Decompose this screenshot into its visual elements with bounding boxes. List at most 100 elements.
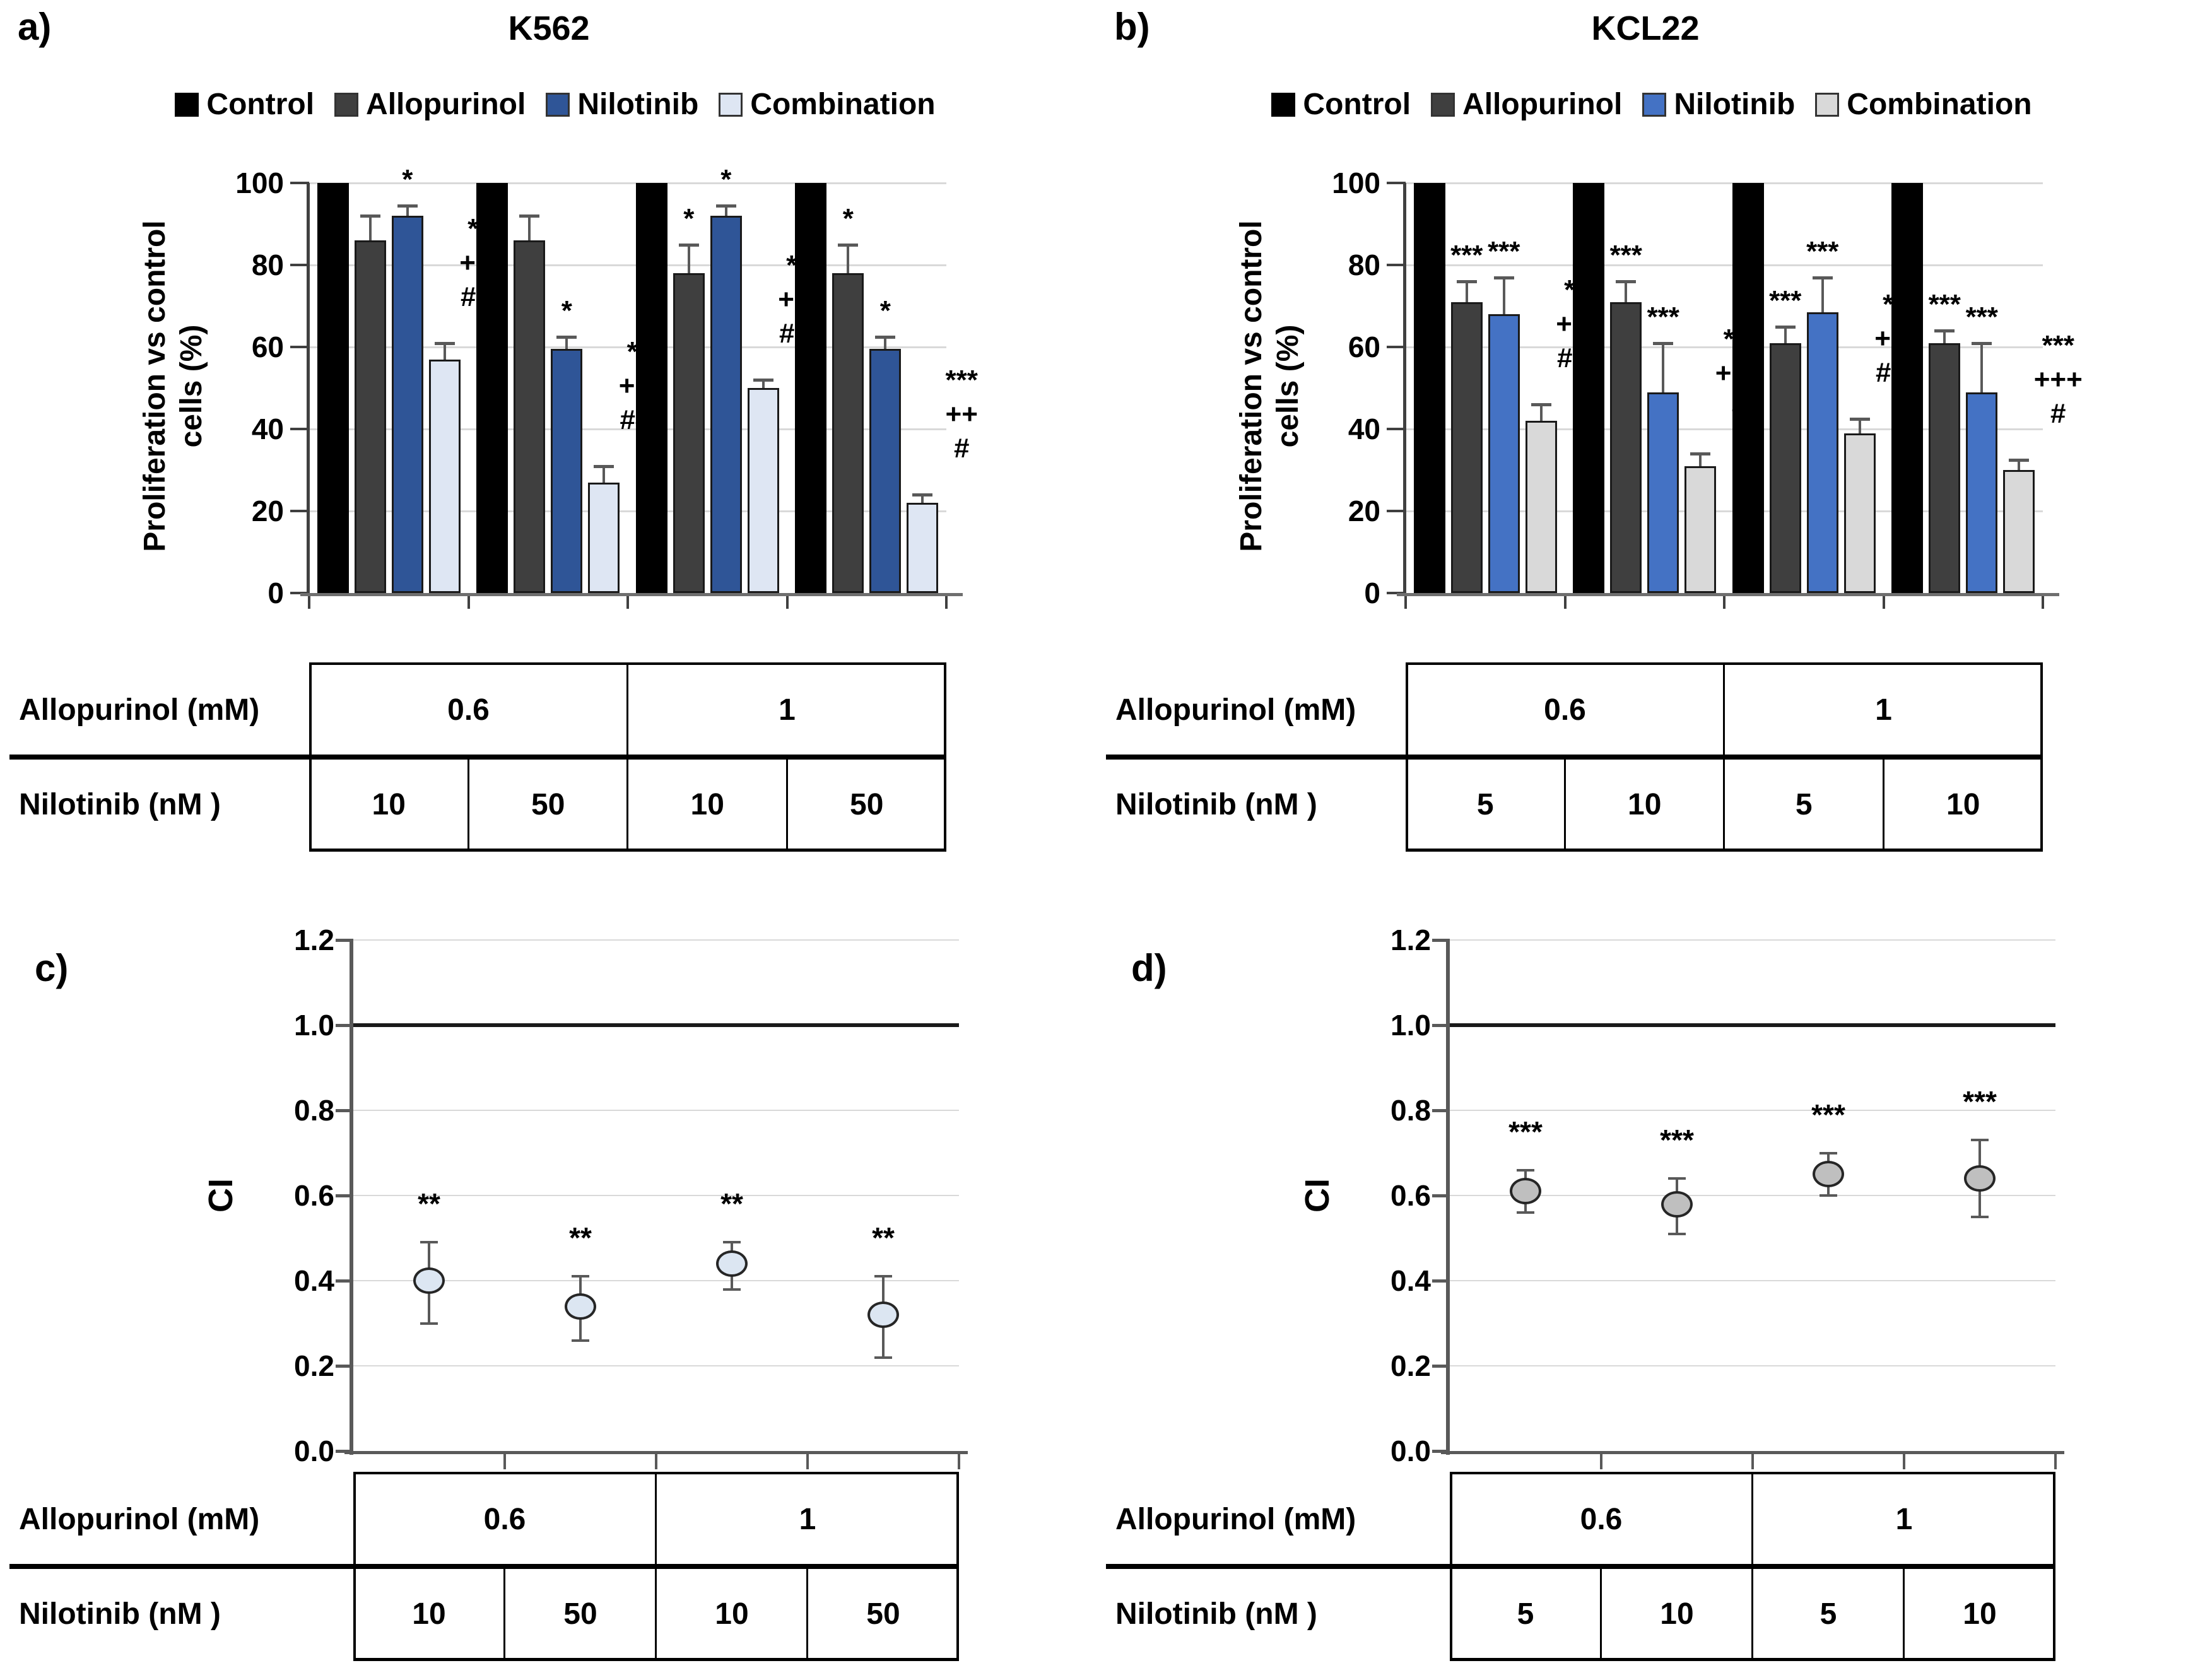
table-border [1450,1658,2055,1661]
error-bar-cap [715,204,736,208]
significance-line: # [2050,397,2066,429]
error-bar-stem [1821,277,1824,312]
table-border [353,1472,356,1661]
error-bar-stem [1784,326,1787,343]
panel-d: d) CI *** *** *** *** 0.0 0.2 0.4 0.6 0.8 1.0 1.2 A… [1096,915,2193,1680]
bar-control [1732,183,1764,593]
bar-combination [1684,466,1717,593]
error-bar-cap [1812,276,1833,279]
y-tick-mark [1387,592,1406,594]
x-tick-mark [958,1454,960,1469]
error-bar-cap [1972,341,1992,345]
y-tick-label: 0.6 [294,1179,334,1212]
table-cell: 0.6 [1580,1502,1623,1536]
y-tick-mark [290,510,309,512]
ci-data-point [1813,1161,1844,1188]
error-bar-cap [1934,329,1955,332]
error-bar-cap [753,379,773,382]
table-cell: 10 [1628,787,1662,821]
bar-control [1891,183,1924,593]
table-border [1406,662,1408,852]
significance-line: *** [2042,329,2074,361]
table-column-divider [1563,757,1566,852]
x-tick-mark [1903,1454,1905,1469]
bar-allopurinol [514,240,546,593]
bar-combination [907,503,939,593]
x-tick-mark [1404,596,1407,609]
legend-label: Nilotinib [577,88,699,121]
y-tick-label: 100 [235,167,284,199]
y-axis-line [1446,940,1450,1455]
significance-annotation: ***+++# [2034,329,2083,431]
x-tick-mark [2054,1454,2057,1469]
error-bar-cap [1775,325,1796,329]
table-cell: 0.6 [447,693,490,727]
table-column-divider [503,1566,505,1661]
grid-line [309,182,946,184]
y-axis-title: CI [202,1178,240,1213]
y-tick-label: 60 [1348,331,1380,363]
error-bar-cap-top [572,1275,589,1278]
y-axis-title: CI [1298,1178,1336,1213]
error-bar-cap-top [1517,1168,1534,1172]
x-tick-mark [503,1454,506,1469]
grid-line [1450,1195,2055,1196]
legend-swatch-allopurinol-icon [1431,92,1455,117]
x-tick-mark [945,596,948,609]
legend-item-nilotinib: Nilotinib [546,87,698,122]
significance-annotation: *** [1806,235,1838,269]
table-border [353,1658,959,1661]
error-bar-cap-top [1668,1177,1686,1180]
significance-line: # [954,433,970,464]
legend-a: Control Allopurinol Nilotinib Combination [63,87,1047,122]
legend-item-allopurinol: Allopurinol [334,87,526,122]
y-tick-mark [1387,182,1406,184]
table-row-label: Allopurinol (mM) [19,693,260,727]
reference-line-ci-1 [353,1023,959,1027]
y-axis-line [350,940,353,1455]
significance-annotation: ** [569,1221,592,1255]
error-bar-stem [1699,454,1702,466]
error-bar-cap-bottom [874,1356,892,1359]
legend-swatch-nilotinib-icon [546,92,570,117]
significance-annotation: *** [1929,288,1961,322]
table-cell: 50 [850,787,884,821]
table-cell: 10 [1946,787,1980,821]
table-cell: 5 [1476,787,1494,821]
error-bar-cap [838,243,859,247]
table-cell: 1 [1875,693,1892,727]
plot-area: *********+++###*********+++#*********+++… [1406,182,2083,593]
error-bar-cap [1653,341,1674,345]
error-bar-cap-bottom [1971,1215,1989,1218]
significance-annotation: *** [1660,1124,1694,1156]
legend-item-control: Control [175,87,314,122]
significance-annotation: *** [1966,300,1998,334]
legend-b: Control Allopurinol Nilotinib Combination [1160,87,2144,122]
table-row-label: Allopurinol (mM) [1115,1502,1356,1536]
significance-annotation: ** [720,1187,743,1221]
grid-line [353,1365,959,1366]
x-axis-line [300,593,963,596]
error-bar-cap [912,493,933,496]
bar-allopurinol [673,273,705,593]
significance-annotation: * [683,202,694,236]
y-tick-mark [290,264,309,266]
error-bar-stem [724,205,727,216]
x-tick-mark [785,596,789,609]
table-border [956,1472,959,1661]
x-tick-mark [308,596,310,609]
significance-line: * [402,163,413,195]
significance-line: ++ [945,399,978,430]
error-bar-stem [847,244,850,273]
error-bar-cap [1456,280,1477,283]
error-bar-stem [603,466,606,483]
legend-swatch-control-icon [1271,92,1296,117]
ci-data-point [1510,1178,1541,1205]
y-tick-mark [290,592,309,594]
table-column-divider [655,1566,657,1661]
table-border [309,662,312,852]
table-cell: 5 [1517,1597,1534,1631]
significance-annotation: *** [1647,300,1679,334]
error-bar-cap-bottom [1668,1232,1686,1235]
y-tick-label: 1.0 [294,1009,334,1042]
